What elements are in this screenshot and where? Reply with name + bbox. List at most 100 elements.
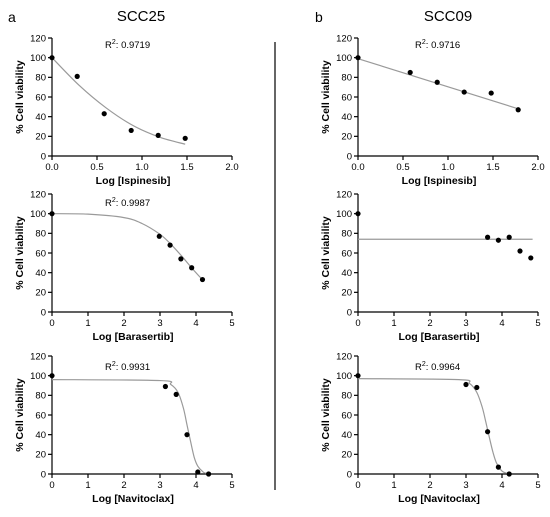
y-tick-label: 40 (35, 112, 46, 123)
y-tick-label: 40 (35, 268, 46, 279)
x-axis-label: Log [Navitoclax] (398, 493, 480, 505)
y-tick-label: 0 (347, 151, 352, 162)
x-tick-label: 1.5 (486, 162, 499, 173)
y-tick-label: 100 (30, 53, 46, 64)
data-point (528, 255, 534, 261)
y-tick-label: 100 (30, 209, 46, 220)
y-tick-label: 20 (341, 132, 352, 143)
column-title-scc09: SCC09 (424, 8, 472, 25)
data-point (195, 469, 201, 475)
r-squared-value: 0.9719 (121, 40, 150, 51)
data-point (434, 79, 440, 85)
y-tick-label: 40 (341, 430, 352, 441)
x-tick-label: 0.5 (396, 162, 409, 173)
y-axis-label: % Cell viability (320, 60, 332, 134)
r-squared-value: 0.9716 (431, 40, 460, 51)
r-squared-value: 0.9931 (121, 362, 150, 373)
data-point (101, 111, 107, 117)
x-axis-label: Log [Barasertib] (398, 331, 479, 343)
x-tick-label: 4 (499, 318, 504, 329)
y-tick-label: 40 (341, 268, 352, 279)
y-tick-label: 120 (30, 33, 46, 44)
x-tick-label: 0 (49, 318, 54, 329)
x-tick-label: 1.0 (441, 162, 454, 173)
data-point (355, 55, 361, 61)
r-squared-annotation: R2: 0.9987 (105, 197, 150, 209)
data-point (162, 383, 168, 390)
x-tick-label: 5 (535, 480, 540, 491)
x-axis-label: Log [Barasertib] (92, 331, 173, 343)
data-point (167, 242, 173, 248)
y-tick-label: 100 (336, 209, 352, 220)
x-tick-label: 0.0 (351, 162, 364, 173)
chart-scc25-navitoclax: 0 20 40 60 80 100 120 0 1 2 3 4 5 Log [Navitoclax] % C… (14, 351, 235, 505)
data-point (49, 55, 55, 61)
chart-scc25-barasertib: 0 20 40 60 80 100 120 0 1 2 3 4 5 Log [Barasertib] % C… (14, 189, 235, 343)
x-tick-label: 2 (121, 480, 126, 491)
panel-label-b: b (315, 9, 323, 25)
x-axis-label: Log [Ispinesib] (96, 175, 171, 187)
y-tick-label: 80 (35, 391, 46, 402)
y-tick-label: 60 (35, 410, 46, 421)
data-point (506, 471, 512, 477)
x-tick-label: 2.0 (531, 162, 544, 173)
x-tick-label: 0.5 (90, 162, 103, 173)
r-squared-annotation: R2: 0.9931 (105, 361, 150, 373)
fit-curve (51, 213, 204, 281)
data-point (495, 237, 501, 243)
y-tick-label: 0 (41, 469, 46, 480)
fit-curve (357, 378, 508, 475)
x-tick-label: 1.0 (135, 162, 148, 173)
y-tick-label: 120 (30, 189, 46, 200)
chart-scc09-navitoclax: 0 20 40 60 80 100 120 0 1 2 3 4 5 Log [Navitoclax] % C… (320, 351, 541, 505)
data-point (189, 265, 195, 271)
r-squared-value: 0.9964 (431, 362, 460, 373)
y-tick-label: 80 (35, 73, 46, 84)
fit-curve (51, 57, 186, 145)
column-title-scc25: SCC25 (117, 8, 165, 25)
data-point (461, 89, 467, 95)
y-tick-label: 120 (336, 189, 352, 200)
data-point (515, 107, 521, 113)
x-tick-label: 2.0 (225, 162, 238, 173)
y-axis-label: % Cell viability (14, 216, 26, 290)
x-tick-label: 3 (157, 480, 162, 491)
x-tick-label: 5 (535, 318, 540, 329)
data-point (355, 373, 361, 379)
x-tick-label: 0 (355, 318, 360, 329)
x-tick-label: 1 (85, 318, 90, 329)
y-tick-label: 20 (35, 288, 46, 299)
data-point (488, 90, 494, 96)
y-tick-label: 20 (35, 450, 46, 461)
x-tick-label: 0.0 (45, 162, 58, 173)
chart-scc25-ispinesib: 0 20 40 60 80 100 120 0.0 0.5 1.0 1.5 2.0 Log [Ispin… (14, 33, 239, 187)
x-tick-label: 0 (355, 480, 360, 491)
data-point (74, 73, 80, 79)
y-tick-label: 0 (41, 307, 46, 318)
x-tick-label: 1 (391, 318, 396, 329)
y-tick-label: 60 (341, 248, 352, 259)
r-squared-annotation: R2: 0.9716 (415, 39, 460, 51)
y-tick-label: 80 (341, 73, 352, 84)
x-axis-label: Log [Ispinesib] (402, 175, 477, 187)
y-tick-label: 40 (35, 430, 46, 441)
y-tick-label: 60 (341, 410, 352, 421)
y-tick-label: 100 (30, 371, 46, 382)
x-tick-label: 3 (463, 318, 468, 329)
y-tick-label: 20 (341, 288, 352, 299)
r-squared-annotation: R2: 0.9964 (415, 361, 460, 373)
x-tick-label: 5 (229, 318, 234, 329)
y-tick-label: 80 (341, 229, 352, 240)
data-point (495, 464, 501, 470)
fit-curve (51, 379, 208, 475)
y-tick-label: 120 (336, 33, 352, 44)
y-tick-label: 20 (35, 132, 46, 143)
x-tick-label: 4 (193, 480, 198, 491)
data-point (184, 432, 190, 438)
r-squared-value: 0.9987 (121, 198, 150, 209)
x-tick-label: 1 (391, 480, 396, 491)
data-point (355, 211, 361, 217)
x-tick-label: 1 (85, 480, 90, 491)
x-tick-label: 1.5 (180, 162, 193, 173)
